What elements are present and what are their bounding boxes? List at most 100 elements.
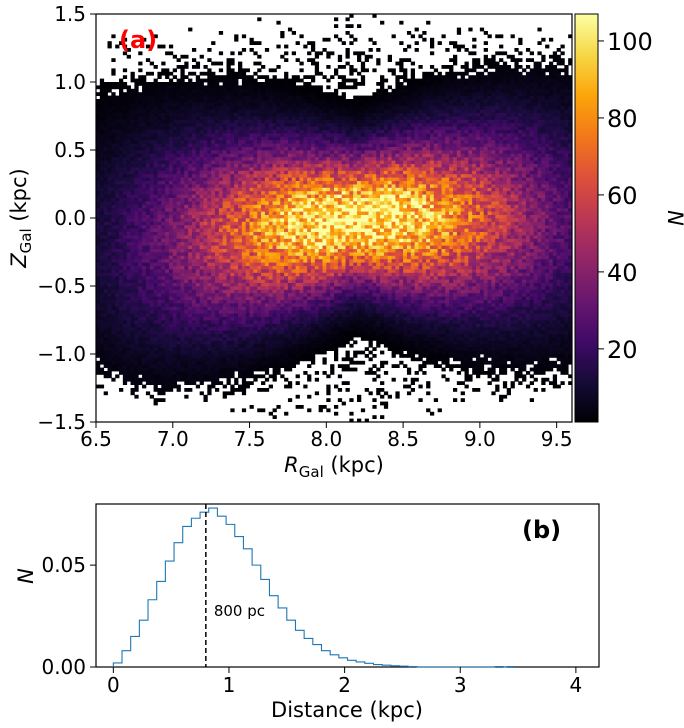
heatmap-cell — [257, 207, 262, 212]
heatmap-cell — [149, 95, 154, 100]
heatmap-cell — [257, 184, 262, 188]
heatmap-cell — [138, 112, 143, 117]
heatmap-cell — [184, 337, 189, 341]
heatmap-cell — [199, 343, 204, 348]
heatmap-cell — [122, 218, 128, 222]
heatmap-cell — [180, 235, 185, 239]
heatmap-cell — [230, 282, 235, 287]
heatmap-cell — [111, 170, 116, 175]
heatmap-cell — [115, 167, 120, 171]
heatmap-cell — [195, 377, 201, 382]
heatmap-cell — [172, 153, 178, 158]
heatmap-cell — [299, 167, 304, 171]
heatmap-cell — [176, 146, 181, 151]
heatmap-cell — [218, 126, 224, 130]
heatmap-cell — [215, 221, 220, 226]
heatmap-cell — [222, 139, 227, 144]
heatmap-cell — [134, 282, 139, 287]
heatmap-cell — [249, 241, 254, 246]
heatmap-cell — [291, 207, 297, 212]
heatmap-cell — [119, 326, 124, 331]
heatmap-cell — [188, 109, 193, 113]
heatmap-cell — [280, 326, 285, 331]
heatmap-cell — [153, 82, 158, 86]
heatmap-cell — [191, 143, 197, 147]
heatmap-cell — [149, 221, 154, 226]
heatmap-cell — [230, 88, 235, 93]
heatmap-cell — [153, 122, 158, 127]
heatmap-cell — [184, 201, 189, 205]
heatmap-cell — [191, 160, 197, 164]
heatmap-cell — [161, 201, 166, 205]
heatmap-cell — [138, 303, 143, 307]
heatmap-cell — [180, 82, 185, 86]
heatmap-cell — [142, 122, 147, 127]
heatmap-cell — [96, 85, 101, 90]
heatmap-cell — [234, 323, 239, 328]
heatmap-cell — [215, 316, 220, 321]
heatmap-cell — [172, 316, 178, 321]
heatmap-cell — [222, 360, 227, 365]
heatmap-cell — [165, 160, 170, 164]
heatmap-cell — [203, 204, 208, 209]
heatmap-cell — [215, 350, 220, 355]
heatmap-cell — [249, 170, 254, 175]
heatmap-cell — [122, 207, 128, 212]
heatmap-cell — [122, 289, 128, 294]
heatmap-cell — [119, 187, 124, 192]
heatmap-cell — [191, 228, 197, 232]
heatmap-cell — [165, 221, 170, 226]
heatmap-cell — [107, 218, 112, 222]
heatmap-cell — [165, 347, 170, 351]
heatmap-cell — [165, 102, 170, 107]
heatmap-cell — [203, 269, 208, 273]
heatmap-cell — [153, 95, 158, 100]
heatmap-cell — [211, 238, 216, 243]
heatmap-cell — [295, 343, 300, 348]
heatmap-cell — [272, 313, 277, 317]
heatmap-cell — [153, 126, 158, 130]
heatmap-cell — [126, 54, 131, 59]
heatmap-cell — [222, 282, 227, 287]
heatmap-cell — [226, 279, 231, 283]
heatmap-cell — [145, 320, 151, 324]
heatmap-cell — [272, 323, 277, 328]
heatmap-cell — [157, 184, 162, 188]
heatmap-cell — [230, 326, 235, 331]
heatmap-cell — [261, 313, 266, 317]
heatmap-cell — [199, 143, 204, 147]
heatmap-cell — [180, 320, 185, 324]
heatmap-cell — [142, 207, 147, 212]
heatmap-cell — [122, 201, 128, 205]
heatmap-cell — [142, 221, 147, 226]
heatmap-cell — [234, 333, 239, 338]
heatmap-cell — [103, 156, 108, 161]
heatmap-cell — [119, 122, 124, 127]
heatmap-cell — [272, 228, 277, 232]
heatmap-cell — [295, 170, 300, 175]
heatmap-cell — [253, 286, 258, 290]
heatmap-cell — [222, 286, 227, 290]
heatmap-cell — [280, 238, 285, 243]
heatmap-cell — [299, 354, 304, 358]
heatmap-cell — [241, 282, 247, 287]
heatmap-cell — [280, 330, 285, 334]
heatmap-cell — [103, 85, 108, 90]
heatmap-cell — [280, 313, 285, 317]
heatmap-cell — [268, 340, 273, 345]
heatmap-cell — [222, 150, 227, 154]
heatmap-cell — [103, 112, 108, 117]
heatmap-cell — [253, 292, 258, 297]
heatmap-cell — [261, 241, 266, 246]
heatmap-cell — [291, 326, 297, 331]
heatmap-cell — [291, 330, 297, 334]
heatmap-cell — [291, 296, 297, 300]
heatmap-cell — [241, 360, 247, 365]
heatmap-cell — [157, 163, 162, 168]
heatmap-cell — [145, 173, 151, 178]
heatmap-cell — [261, 350, 266, 355]
heatmap-cell — [145, 248, 151, 253]
heatmap-cell — [203, 153, 208, 158]
heatmap-cell — [272, 173, 277, 178]
heatmap-cell — [115, 44, 120, 49]
